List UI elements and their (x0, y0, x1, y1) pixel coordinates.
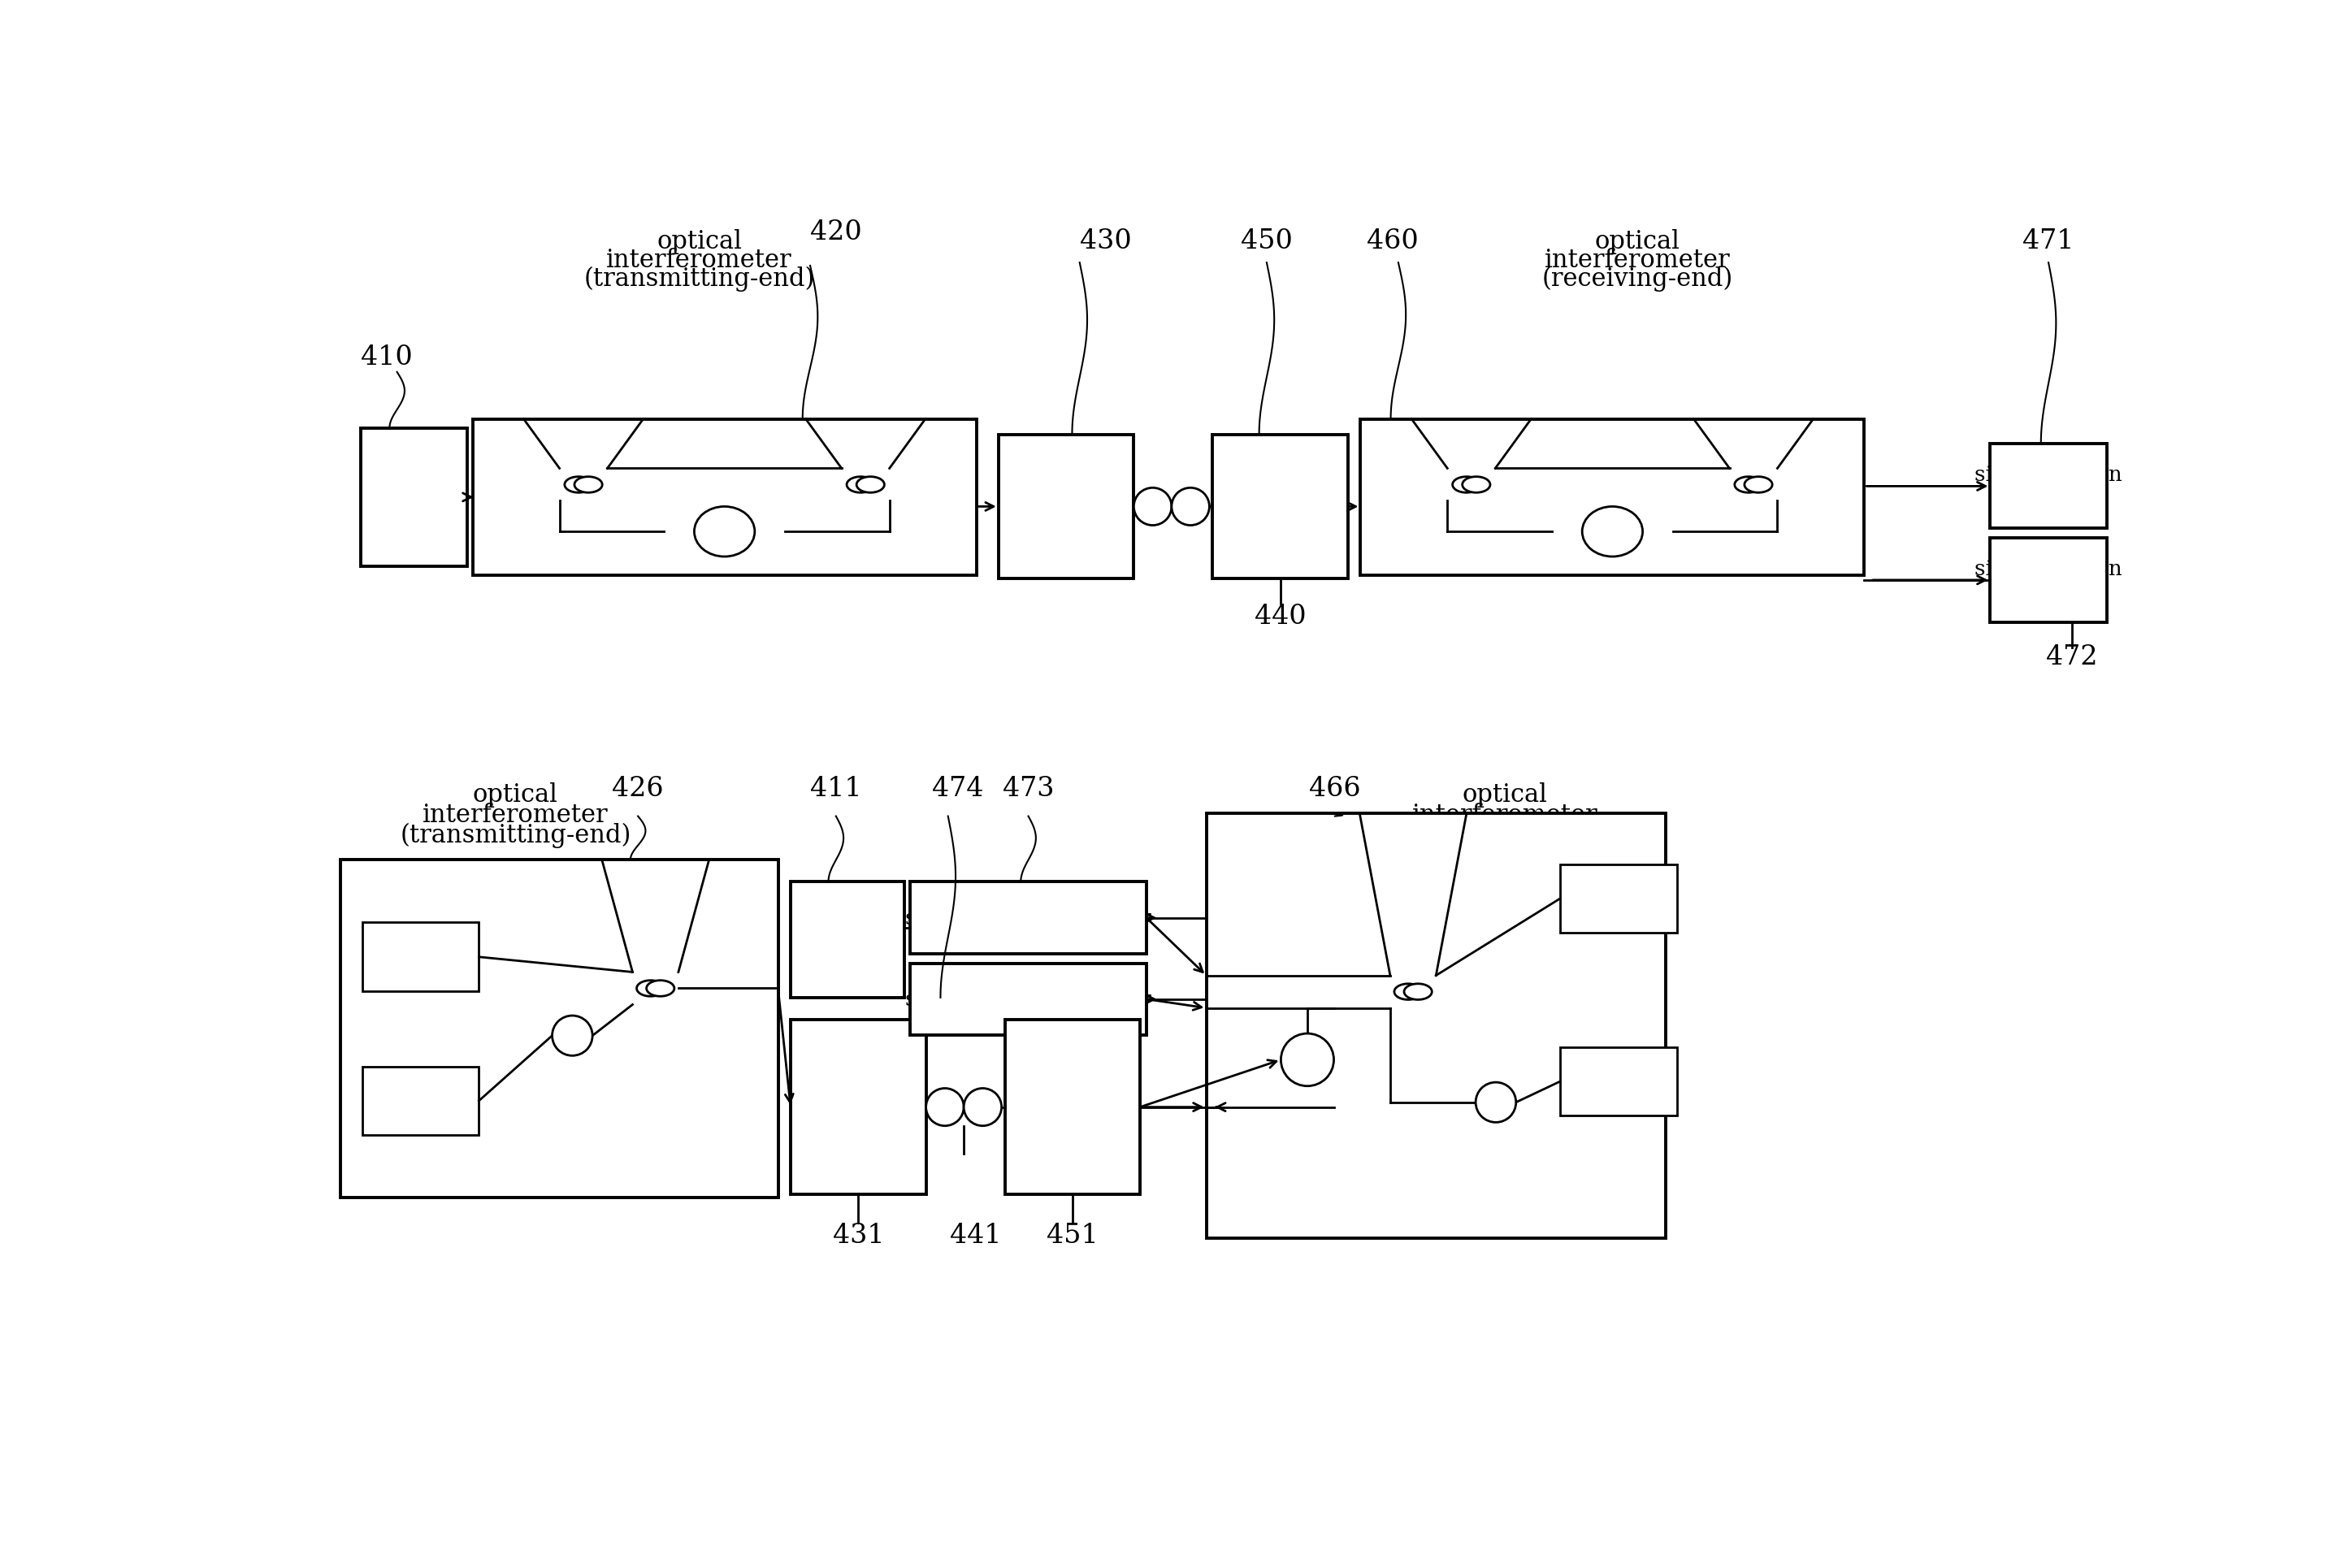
Text: optical coupler: optical coupler (1341, 839, 1487, 858)
Bar (1004, 1019, 1140, 1195)
Ellipse shape (1405, 985, 1433, 1000)
Text: optical
phase
modulator: optical phase modulator (793, 1066, 924, 1149)
Text: (transmitting-end): (transmitting-end) (401, 822, 631, 847)
Text: optical: optical (657, 229, 741, 254)
Ellipse shape (694, 506, 755, 557)
Ellipse shape (1463, 477, 1489, 492)
Text: optical fiber delay: optical fiber delay (1515, 546, 1712, 566)
Circle shape (964, 1088, 1001, 1126)
Text: 466: 466 (1309, 776, 1360, 801)
Circle shape (551, 1016, 593, 1055)
Text: (transmitting-end): (transmitting-end) (584, 267, 814, 292)
Text: optical fiber
delay: optical fiber delay (507, 1082, 638, 1126)
Bar (1205, 814, 1665, 1239)
Text: interferometer: interferometer (422, 803, 607, 828)
Text: 474: 474 (933, 776, 985, 801)
Text: optical fiber delay: optical fiber delay (626, 546, 823, 566)
Circle shape (1475, 1082, 1515, 1123)
Text: (receiving-end): (receiving-end) (1409, 822, 1602, 847)
Text: 3dB 2x2: 3dB 2x2 (825, 423, 905, 442)
Text: 473: 473 (1004, 776, 1055, 801)
Text: 3dB 2x2: 3dB 2x2 (1714, 423, 1794, 442)
Ellipse shape (1452, 477, 1480, 492)
Bar (1559, 864, 1677, 933)
Text: 451: 451 (1046, 1223, 1097, 1248)
Ellipse shape (1583, 506, 1642, 557)
Text: 441: 441 (950, 1223, 1001, 1248)
Text: optical
phase
modulator: optical phase modulator (1215, 466, 1346, 549)
Text: optical: optical (1595, 229, 1679, 254)
Text: single photon detector: single photon detector (905, 908, 1151, 928)
Ellipse shape (1745, 477, 1773, 492)
Text: 3dB 2x2: 3dB 2x2 (544, 423, 624, 442)
Bar (1991, 444, 2106, 528)
Text: optical coupler: optical coupler (511, 437, 657, 456)
Text: 440: 440 (1255, 604, 1306, 629)
Circle shape (1280, 1033, 1334, 1087)
Circle shape (926, 1088, 964, 1126)
Text: 430: 430 (1079, 229, 1130, 254)
Text: light
source: light source (373, 470, 455, 525)
Text: 431: 431 (832, 1223, 884, 1248)
Text: optical coupler: optical coupler (1681, 437, 1827, 456)
Text: single photon
detector: single photon detector (1974, 558, 2122, 602)
Bar (1991, 538, 2106, 622)
Bar (1212, 436, 1348, 579)
Ellipse shape (647, 980, 675, 997)
Text: optical: optical (1463, 782, 1548, 808)
Circle shape (1133, 488, 1172, 525)
Text: optical
circulator: optical circulator (1255, 1132, 1360, 1176)
Text: 450: 450 (1241, 229, 1292, 254)
Bar (999, 436, 1133, 579)
Text: interferometer: interferometer (1412, 803, 1597, 828)
Ellipse shape (635, 980, 664, 997)
Bar (363, 1066, 478, 1135)
Ellipse shape (565, 477, 593, 492)
Text: optical
phase
modulator: optical phase modulator (1001, 466, 1130, 549)
Text: 426: 426 (612, 776, 664, 801)
Ellipse shape (856, 477, 884, 492)
Text: 411: 411 (809, 776, 863, 801)
Text: single photon
detector: single photon detector (1974, 464, 2122, 508)
Text: Faraday
mirror: Faraday mirror (1573, 1060, 1663, 1104)
Text: 3dB 2x2: 3dB 2x2 (1430, 423, 1510, 442)
Text: 472: 472 (2045, 644, 2096, 670)
Circle shape (1172, 488, 1210, 525)
Text: Faraday
mirror: Faraday mirror (378, 1079, 464, 1123)
Ellipse shape (1395, 985, 1421, 1000)
Bar (790, 883, 903, 997)
Ellipse shape (1735, 477, 1763, 492)
Text: 420: 420 (809, 220, 863, 245)
Bar (361, 430, 467, 566)
Text: optical coupler: optical coupler (584, 886, 727, 905)
Bar (1559, 1047, 1677, 1116)
Bar (1360, 420, 1864, 575)
Text: interferometer: interferometer (607, 248, 793, 273)
Text: (receiving-end): (receiving-end) (1543, 267, 1733, 292)
Ellipse shape (575, 477, 603, 492)
Bar (790, 1019, 926, 1195)
Ellipse shape (847, 477, 875, 492)
Text: 410: 410 (361, 343, 413, 370)
Text: optical: optical (474, 782, 558, 808)
Bar (910, 963, 1147, 1035)
Text: light
source: light source (804, 913, 889, 967)
Bar (340, 861, 779, 1198)
Bar (474, 420, 976, 575)
Bar (363, 924, 478, 991)
Text: Faraday
mirror: Faraday mirror (378, 935, 464, 978)
Text: 3dB 2x2: 3dB 2x2 (1374, 822, 1454, 840)
Text: interferometer: interferometer (1545, 248, 1731, 273)
Text: single photon detector: single photon detector (905, 989, 1151, 1010)
Text: 3dB 2x2: 3dB 2x2 (614, 869, 696, 887)
Text: optical fiber
delay: optical fiber delay (1430, 1162, 1562, 1206)
Text: Faraday
mirror: Faraday mirror (1573, 877, 1663, 920)
Bar (910, 883, 1147, 953)
Text: optical
phase
modulator: optical phase modulator (1008, 1066, 1137, 1149)
Text: 460: 460 (1367, 229, 1419, 254)
Text: optical coupler: optical coupler (793, 437, 938, 456)
Text: 471: 471 (2024, 229, 2075, 254)
Text: optical coupler: optical coupler (1398, 437, 1543, 456)
